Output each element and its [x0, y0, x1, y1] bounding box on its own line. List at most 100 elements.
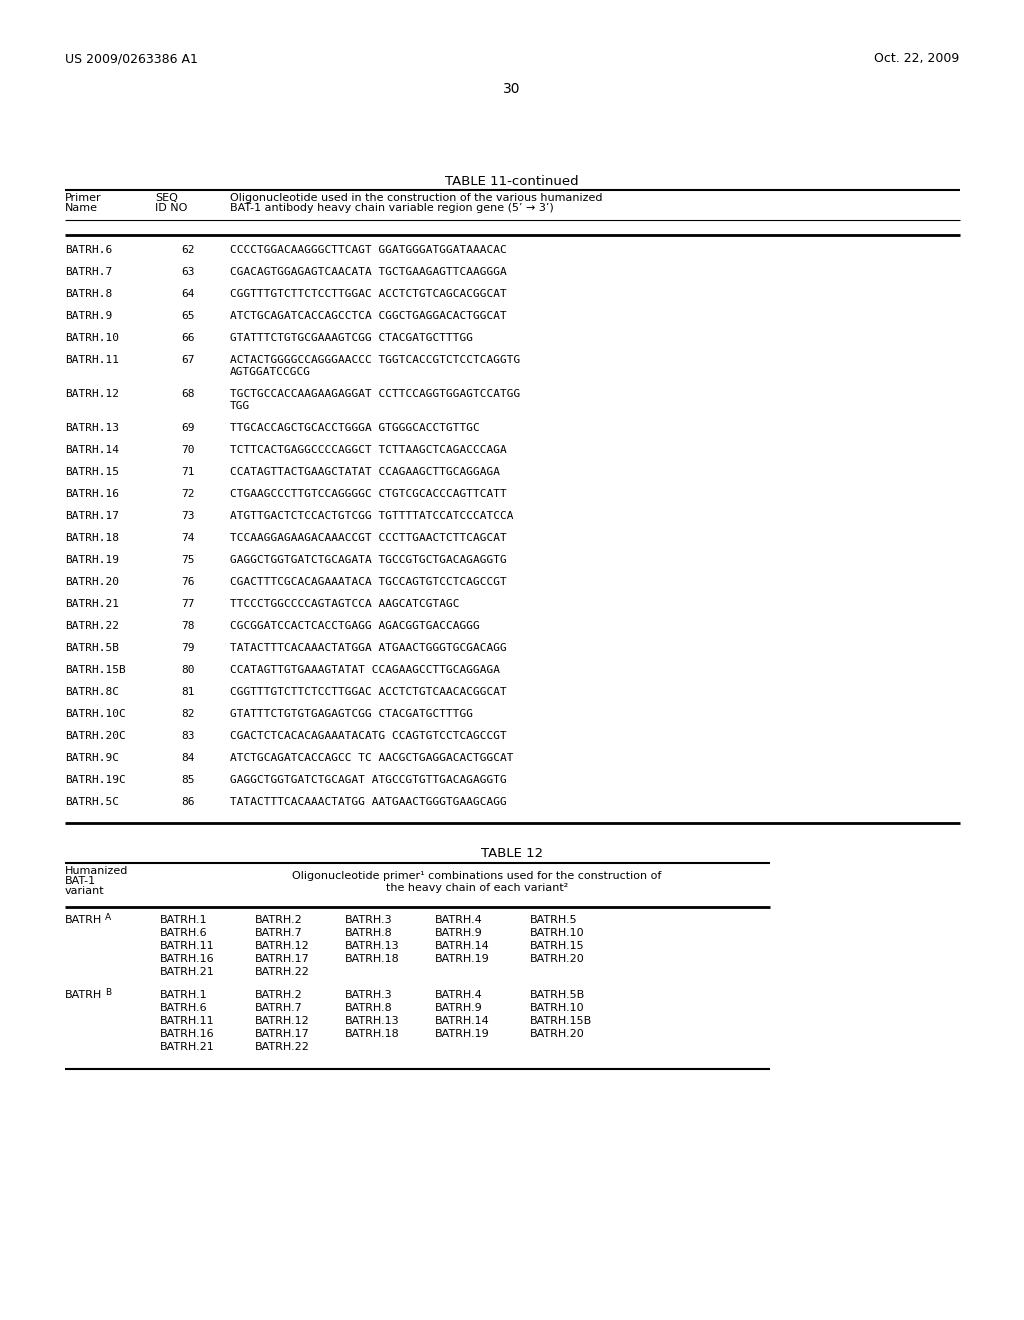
Text: BATRH.5C: BATRH.5C	[65, 797, 119, 807]
Text: 85: 85	[181, 775, 195, 785]
Text: TGG: TGG	[230, 401, 250, 411]
Text: BATRH.12: BATRH.12	[65, 389, 119, 399]
Text: CGGTTTGTCTTCTCCTTGGAC ACCTCTGTCAACACGGCAT: CGGTTTGTCTTCTCCTTGGAC ACCTCTGTCAACACGGCA…	[230, 686, 507, 697]
Text: BATRH.9: BATRH.9	[435, 928, 482, 939]
Text: BATRH: BATRH	[65, 915, 102, 925]
Text: BATRH.19: BATRH.19	[65, 554, 119, 565]
Text: 73: 73	[181, 511, 195, 521]
Text: CCCCTGGACAAGGGCTTCAGT GGATGGGATGGATAAACAC: CCCCTGGACAAGGGCTTCAGT GGATGGGATGGATAAACA…	[230, 246, 507, 255]
Text: BATRH.3: BATRH.3	[345, 990, 392, 1001]
Text: BATRH.5B: BATRH.5B	[530, 990, 586, 1001]
Text: BATRH.9: BATRH.9	[435, 1003, 482, 1012]
Text: BATRH.10: BATRH.10	[65, 333, 119, 343]
Text: BATRH.17: BATRH.17	[255, 954, 309, 964]
Text: BATRH.8: BATRH.8	[345, 928, 393, 939]
Text: BATRH.2: BATRH.2	[255, 915, 303, 925]
Text: CGCGGATCCACTCACCTGAGG AGACGGTGACCAGGG: CGCGGATCCACTCACCTGAGG AGACGGTGACCAGGG	[230, 620, 480, 631]
Text: GTATTTCTGTGCGAAAGTCGG CTACGATGCTTTGG: GTATTTCTGTGCGAAAGTCGG CTACGATGCTTTGG	[230, 333, 473, 343]
Text: BATRH.20: BATRH.20	[65, 577, 119, 587]
Text: TTGCACCAGCTGCACCTGGGA GTGGGCACCTGTTGC: TTGCACCAGCTGCACCTGGGA GTGGGCACCTGTTGC	[230, 422, 480, 433]
Text: BATRH.15B: BATRH.15B	[530, 1016, 592, 1026]
Text: BATRH.16: BATRH.16	[65, 488, 119, 499]
Text: BATRH.5B: BATRH.5B	[65, 643, 119, 653]
Text: BATRH.8C: BATRH.8C	[65, 686, 119, 697]
Text: 76: 76	[181, 577, 195, 587]
Text: BATRH.15: BATRH.15	[65, 467, 119, 477]
Text: 70: 70	[181, 445, 195, 455]
Text: BATRH.12: BATRH.12	[255, 1016, 309, 1026]
Text: BATRH.18: BATRH.18	[65, 533, 119, 543]
Text: 63: 63	[181, 267, 195, 277]
Text: 71: 71	[181, 467, 195, 477]
Text: BATRH.6: BATRH.6	[65, 246, 113, 255]
Text: BATRH.13: BATRH.13	[345, 941, 399, 950]
Text: TGCTGCCACCAAGAAGAGGAT CCTTCCAGGTGGAGTCCATGG: TGCTGCCACCAAGAAGAGGAT CCTTCCAGGTGGAGTCCA…	[230, 389, 520, 399]
Text: BATRH.4: BATRH.4	[435, 990, 482, 1001]
Text: SEQ: SEQ	[155, 193, 178, 203]
Text: BATRH.7: BATRH.7	[255, 928, 303, 939]
Text: BATRH.20: BATRH.20	[530, 1030, 585, 1039]
Text: TTCCCTGGCCCCAGTAGTCCA AAGCATCGTAGC: TTCCCTGGCCCCAGTAGTCCA AAGCATCGTAGC	[230, 599, 460, 609]
Text: ID NO: ID NO	[155, 203, 187, 213]
Text: BATRH.11: BATRH.11	[160, 941, 215, 950]
Text: BATRH.20C: BATRH.20C	[65, 731, 126, 741]
Text: BATRH.10: BATRH.10	[530, 1003, 585, 1012]
Text: ACTACTGGGGCCAGGGAACCC TGGTCACCGTCTCCTCAGGTG: ACTACTGGGGCCAGGGAACCC TGGTCACCGTCTCCTCAG…	[230, 355, 520, 366]
Text: BAT-1: BAT-1	[65, 876, 96, 886]
Text: BATRH.17: BATRH.17	[65, 511, 119, 521]
Text: GAGGCTGGTGATCTGCAGATA TGCCGTGCTGACAGAGGTG: GAGGCTGGTGATCTGCAGATA TGCCGTGCTGACAGAGGT…	[230, 554, 507, 565]
Text: BATRH.2: BATRH.2	[255, 990, 303, 1001]
Text: 77: 77	[181, 599, 195, 609]
Text: Humanized: Humanized	[65, 866, 128, 876]
Text: Name: Name	[65, 203, 98, 213]
Text: 65: 65	[181, 312, 195, 321]
Text: A: A	[105, 913, 112, 921]
Text: TABLE 12: TABLE 12	[481, 847, 543, 861]
Text: CTGAAGCCCTTGTCCAGGGGC CTGTCGCACCCAGTTCATT: CTGAAGCCCTTGTCCAGGGGC CTGTCGCACCCAGTTCAT…	[230, 488, 507, 499]
Text: 67: 67	[181, 355, 195, 366]
Text: BATRH.20: BATRH.20	[530, 954, 585, 964]
Text: Oct. 22, 2009: Oct. 22, 2009	[873, 51, 959, 65]
Text: CGACTTTCGCACAGAAATACA TGCCAGTGTCCTCAGCCGT: CGACTTTCGCACAGAAATACA TGCCAGTGTCCTCAGCCG…	[230, 577, 507, 587]
Text: BATRH.21: BATRH.21	[160, 968, 215, 977]
Text: the heavy chain of each variant²: the heavy chain of each variant²	[386, 883, 568, 894]
Text: BATRH.15: BATRH.15	[530, 941, 585, 950]
Text: variant: variant	[65, 886, 104, 896]
Text: BATRH.14: BATRH.14	[435, 941, 489, 950]
Text: TATACTTTCACAAACTATGG AATGAACTGGGTGAAGCAGG: TATACTTTCACAAACTATGG AATGAACTGGGTGAAGCAG…	[230, 797, 507, 807]
Text: GTATTTCTGTGTGAGAGTCGG CTACGATGCTTTGG: GTATTTCTGTGTGAGAGTCGG CTACGATGCTTTGG	[230, 709, 473, 719]
Text: BATRH.6: BATRH.6	[160, 1003, 208, 1012]
Text: CGGTTTGTCTTCTCCTTGGAC ACCTCTGTCAGCACGGCAT: CGGTTTGTCTTCTCCTTGGAC ACCTCTGTCAGCACGGCA…	[230, 289, 507, 300]
Text: BATRH.4: BATRH.4	[435, 915, 482, 925]
Text: BATRH.13: BATRH.13	[65, 422, 119, 433]
Text: B: B	[105, 987, 112, 997]
Text: 74: 74	[181, 533, 195, 543]
Text: 79: 79	[181, 643, 195, 653]
Text: TATACTTTCACAAACTATGGA ATGAACTGGGTGCGACAGG: TATACTTTCACAAACTATGGA ATGAACTGGGTGCGACAG…	[230, 643, 507, 653]
Text: BATRH.18: BATRH.18	[345, 1030, 399, 1039]
Text: 30: 30	[503, 82, 521, 96]
Text: 64: 64	[181, 289, 195, 300]
Text: 75: 75	[181, 554, 195, 565]
Text: TCCAAGGAGAAGACAAACCGT CCCTTGAACTCTTCAGCAT: TCCAAGGAGAAGACAAACCGT CCCTTGAACTCTTCAGCA…	[230, 533, 507, 543]
Text: 68: 68	[181, 389, 195, 399]
Text: BATRH.7: BATRH.7	[255, 1003, 303, 1012]
Text: 62: 62	[181, 246, 195, 255]
Text: 69: 69	[181, 422, 195, 433]
Text: BATRH.5: BATRH.5	[530, 915, 578, 925]
Text: BATRH.10: BATRH.10	[530, 928, 585, 939]
Text: 84: 84	[181, 752, 195, 763]
Text: BATRH.13: BATRH.13	[345, 1016, 399, 1026]
Text: BATRH.8: BATRH.8	[65, 289, 113, 300]
Text: BATRH.6: BATRH.6	[160, 928, 208, 939]
Text: ATCTGCAGATCACCAGCC TC AACGCTGAGGACACTGGCAT: ATCTGCAGATCACCAGCC TC AACGCTGAGGACACTGGC…	[230, 752, 513, 763]
Text: 83: 83	[181, 731, 195, 741]
Text: Primer: Primer	[65, 193, 101, 203]
Text: CGACAGTGGAGAGTCAACATA TGCTGAAGAGTTCAAGGGA: CGACAGTGGAGAGTCAACATA TGCTGAAGAGTTCAAGGG…	[230, 267, 507, 277]
Text: 86: 86	[181, 797, 195, 807]
Text: BATRH.11: BATRH.11	[65, 355, 119, 366]
Text: 78: 78	[181, 620, 195, 631]
Text: BATRH.18: BATRH.18	[345, 954, 399, 964]
Text: AGTGGATCCGCG: AGTGGATCCGCG	[230, 367, 311, 378]
Text: BATRH.22: BATRH.22	[255, 968, 310, 977]
